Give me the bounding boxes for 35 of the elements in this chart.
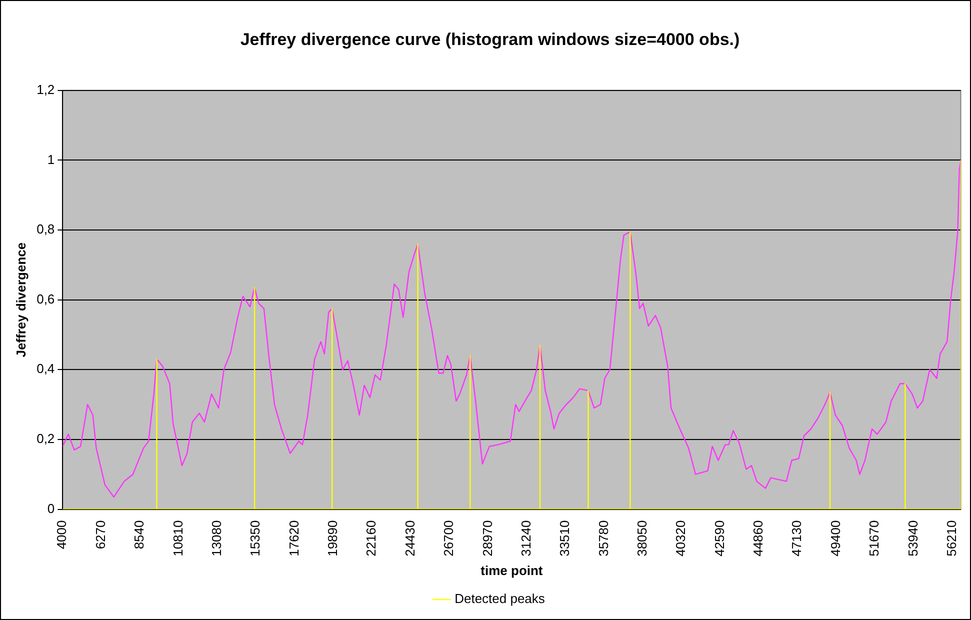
x-tick-label: 56210 [944, 520, 959, 556]
x-tick-label: 35780 [596, 520, 611, 556]
x-tick-label: 47130 [789, 520, 804, 556]
x-tick-label: 4000 [54, 520, 70, 550]
x-tick-label: 44860 [750, 520, 766, 556]
y-tick-label: 0,4 [36, 361, 55, 376]
y-tick-label: 0,2 [36, 431, 55, 446]
x-tick-label: 40320 [673, 520, 688, 556]
x-tick-label: 24430 [402, 520, 418, 556]
x-tick-label: 8540 [132, 520, 147, 550]
chart-title: Jeffrey divergence curve (histogram windows size=4000 obs.) [240, 30, 740, 49]
y-tick-label: 0,8 [36, 222, 55, 237]
legend-label: Detected peaks [454, 591, 546, 606]
y-tick-label: 0 [47, 500, 55, 516]
x-tick-label: 13080 [208, 520, 224, 556]
x-tick-label: 10810 [170, 520, 186, 556]
x-axis-title: time point [480, 562, 544, 578]
x-tick-label: 38050 [634, 520, 650, 556]
x-tick-label: 22160 [364, 520, 379, 556]
x-tick-label: 49400 [828, 520, 843, 556]
x-tick-label: 33510 [557, 520, 572, 556]
x-tick-label: 19890 [325, 520, 340, 556]
x-tick-label: 17620 [286, 520, 302, 556]
y-tick-label: 1,2 [36, 82, 55, 97]
x-tick-label: 26700 [441, 520, 456, 556]
x-tick-label: 28970 [480, 520, 495, 556]
x-tick-label: 15350 [248, 520, 263, 556]
x-tick-label: 6270 [92, 520, 108, 550]
x-tick-label: 53940 [905, 520, 920, 556]
x-tick-label: 51670 [866, 520, 882, 556]
y-tick-label: 0,6 [36, 291, 55, 306]
x-tick-label: 31240 [518, 520, 534, 556]
y-tick-label: 1 [47, 152, 55, 167]
x-tick-label: 42590 [712, 520, 727, 556]
y-axis-title: Jeffrey divergence [13, 242, 28, 358]
